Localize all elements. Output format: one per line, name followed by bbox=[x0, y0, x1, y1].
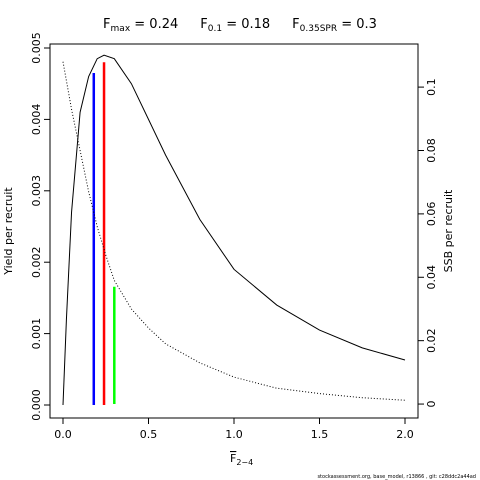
y-tick-label: 0.005 bbox=[30, 32, 43, 64]
title-symbol: F bbox=[292, 17, 299, 32]
curve bbox=[62, 54, 406, 406]
y2-tick-label: 0 bbox=[425, 401, 438, 408]
title-value: = 0.3 bbox=[337, 17, 377, 32]
y-tick-label: 0.001 bbox=[30, 318, 43, 350]
x-tick-label: 0.0 bbox=[54, 428, 72, 441]
x-label-subscript: 2−4 bbox=[236, 458, 253, 467]
y-tick-label: 0.002 bbox=[30, 246, 43, 278]
curve bbox=[62, 61, 406, 401]
y2-axis-label: SSB per recruit bbox=[442, 189, 455, 272]
y2-tick-label: 0.04 bbox=[425, 265, 438, 290]
y-tick-label: 0.000 bbox=[30, 389, 43, 421]
title-value: = 0.24 bbox=[130, 17, 178, 32]
y2-tick-label: 0.1 bbox=[425, 78, 438, 96]
y-tick-label: 0.004 bbox=[30, 104, 43, 136]
footer: stockassessment.org, base_model, r13866 … bbox=[317, 474, 476, 480]
y-tick-label: 0.003 bbox=[30, 175, 43, 207]
x-axis-label: F2−4 bbox=[230, 452, 253, 467]
y2-tick-label: 0.02 bbox=[425, 328, 438, 353]
y2-tick-label: 0.06 bbox=[425, 202, 438, 227]
x-tick-label: 1.0 bbox=[225, 428, 243, 441]
title-subscript: 0.1 bbox=[208, 24, 222, 34]
x-tick-label: 2.0 bbox=[396, 428, 414, 441]
title-symbol: F bbox=[200, 17, 207, 32]
chart-title: Fmax = 0.24 F0.1 = 0.18 F0.35SPR = 0.3 bbox=[103, 17, 377, 34]
x-tick-label: 0.5 bbox=[140, 428, 158, 441]
title-value: = 0.18 bbox=[222, 17, 270, 32]
title-symbol: F bbox=[103, 17, 110, 32]
title-subscript: 0.35SPR bbox=[300, 24, 337, 34]
y2-tick-label: 0.08 bbox=[425, 138, 438, 163]
x-tick-label: 1.5 bbox=[311, 428, 329, 441]
x-label-symbol: F bbox=[230, 452, 236, 465]
title-subscript: max bbox=[111, 24, 131, 34]
y-axis-label: Yield per recruit bbox=[2, 187, 15, 276]
